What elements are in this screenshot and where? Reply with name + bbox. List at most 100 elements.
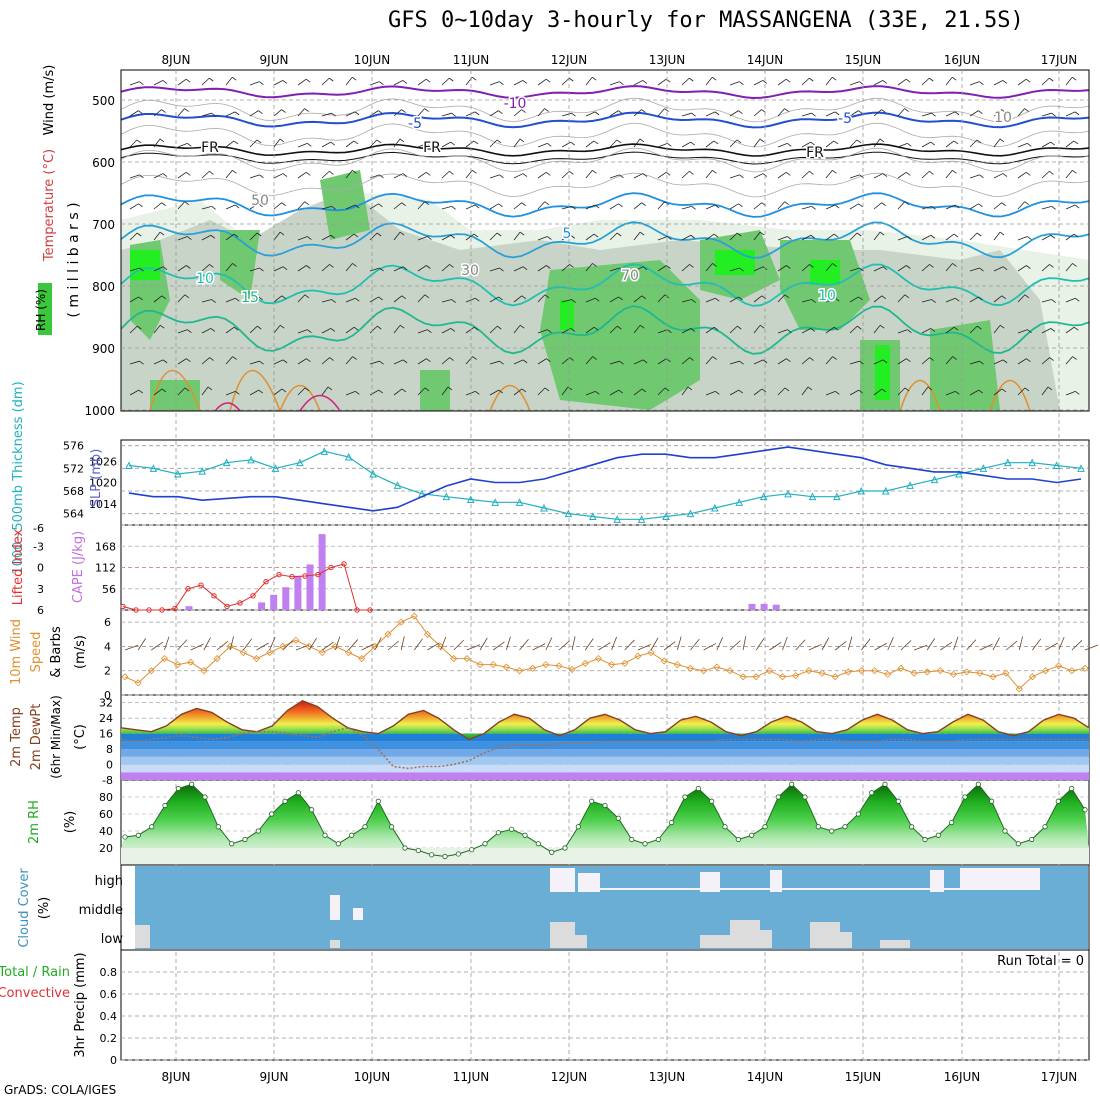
barb-flag (426, 358, 431, 362)
date-label-bottom: 12JUN (551, 1070, 588, 1084)
barb-flag (784, 387, 790, 392)
barb-flag (689, 357, 694, 361)
barb (489, 267, 500, 272)
barb-flag (1075, 391, 1080, 395)
ylabel-rh: RH (%) (34, 289, 48, 331)
barb (129, 325, 138, 334)
barb (321, 357, 330, 365)
cloud-high-thin (800, 888, 810, 890)
barb (801, 141, 811, 148)
barb-flag (1001, 295, 1007, 300)
barb (849, 174, 860, 179)
thickness-marker (320, 447, 329, 455)
barb-flag (330, 328, 336, 332)
wind-speed-marker (410, 612, 418, 620)
barb-flag (1051, 206, 1056, 210)
wind-speed-marker (739, 673, 747, 681)
barb (897, 142, 908, 148)
barb (945, 326, 955, 334)
barb-flag (353, 140, 359, 145)
barb (609, 81, 620, 86)
barb (777, 294, 786, 303)
barb-flag (1002, 266, 1008, 271)
barb (1017, 78, 1027, 86)
barb-flag (1074, 111, 1080, 116)
wind-barb (611, 636, 617, 651)
barb-flag (1050, 328, 1056, 332)
date-label-top: 13JUN (649, 53, 686, 67)
lifted-index-marker (250, 593, 256, 599)
barb-flag (545, 78, 551, 83)
barb-flag (426, 172, 431, 176)
barb-flag (162, 80, 168, 84)
cloud-high-thin (970, 888, 980, 890)
wind-barb (821, 637, 830, 651)
barb-flag (641, 109, 646, 113)
wind-speed-marker (147, 667, 155, 675)
barb (921, 328, 932, 334)
rh-marker (1002, 828, 1008, 834)
barb (321, 141, 331, 148)
barb-flag (907, 329, 912, 334)
slp-tick: 1026 (89, 455, 117, 468)
wind-barb (387, 640, 399, 651)
barb (417, 358, 427, 365)
wind-speed-marker (1081, 664, 1089, 672)
wind-speed-marker (515, 667, 524, 675)
wind-speed-marker (397, 618, 405, 626)
barb (537, 294, 546, 303)
barb-flag (256, 139, 262, 144)
barb (513, 231, 521, 241)
barb (489, 203, 499, 210)
barb-flag (953, 233, 959, 238)
rh-marker (775, 794, 781, 800)
barb (489, 139, 498, 148)
barb-flag (306, 265, 311, 269)
barb-flag (331, 206, 336, 210)
barb-flag (379, 81, 384, 86)
barb-flag (690, 234, 696, 239)
wind-barb (558, 640, 570, 651)
barb (1017, 294, 1026, 303)
barb (345, 390, 356, 396)
freezing-line-2 (120, 151, 1090, 165)
barb (1041, 264, 1050, 272)
barb (921, 112, 932, 117)
barb (633, 388, 643, 396)
barb (849, 81, 860, 86)
barb-flag (1075, 297, 1080, 302)
ylabel-slp: SLP (mb) (89, 449, 104, 508)
barb (825, 297, 836, 303)
barb (681, 77, 690, 86)
barb (657, 236, 668, 241)
thickness-marker (393, 481, 402, 489)
wind-speed-marker (1041, 667, 1050, 675)
barb (369, 81, 380, 86)
barb (537, 358, 547, 365)
wind-speed-marker (752, 673, 760, 681)
barb-flag (139, 174, 144, 179)
barb-flag (519, 231, 525, 236)
wind-speed-marker (266, 648, 274, 657)
barb-flag (258, 389, 263, 394)
barb (609, 267, 620, 272)
barb (1065, 204, 1076, 210)
wind-speed-marker (1015, 685, 1023, 693)
barb (657, 108, 665, 117)
wind-barb (1032, 638, 1042, 651)
barb (729, 360, 740, 365)
wind-speed-marker (673, 661, 681, 669)
barb-flag (379, 360, 384, 365)
barb-flag (739, 267, 744, 272)
rh-marker (642, 841, 648, 847)
date-label-top: 15JUN (845, 53, 882, 67)
wind-barb (479, 637, 488, 651)
barb-flag (595, 391, 600, 395)
barb-flag (401, 388, 407, 393)
barb-flag (1024, 294, 1030, 299)
date-label-top: 14JUN (747, 53, 784, 67)
cloud-low (330, 940, 340, 948)
barb-flag (209, 264, 214, 268)
barb (969, 139, 978, 148)
barb-flag (474, 111, 480, 116)
